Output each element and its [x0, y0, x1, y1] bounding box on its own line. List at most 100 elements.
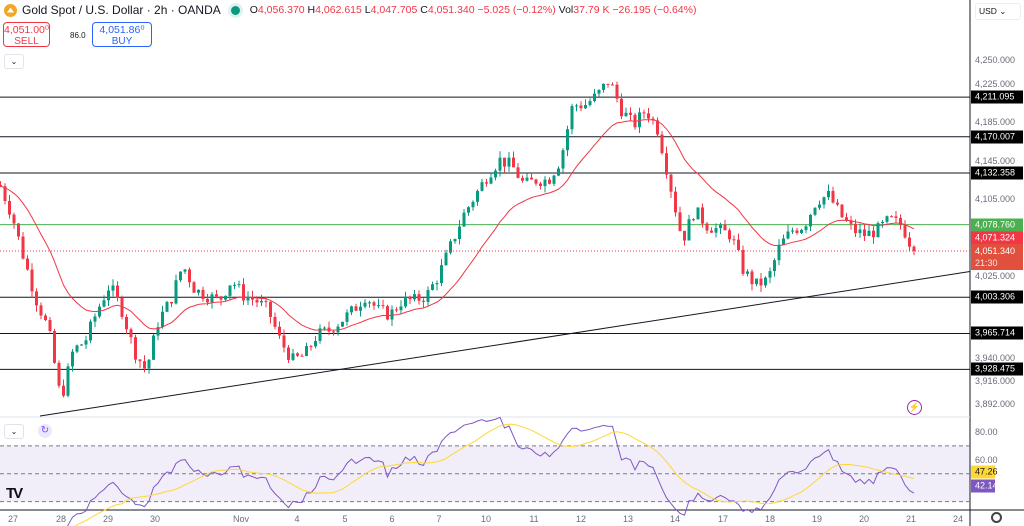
candle-body — [129, 329, 133, 338]
candle-body — [273, 316, 277, 327]
candle-body — [759, 278, 763, 286]
candle-body — [390, 309, 394, 320]
time-axis-label: 30 — [149, 514, 161, 524]
level-price-label: 3,928.475 — [971, 362, 1023, 376]
candle-body — [575, 105, 578, 107]
candle-body — [741, 249, 745, 274]
candle-body — [431, 284, 434, 290]
time-axis-label: 28 — [55, 514, 67, 524]
candle-body — [786, 231, 790, 239]
candle-body — [125, 316, 128, 330]
gold-logo-icon — [4, 3, 17, 17]
candle-body — [539, 183, 542, 187]
candle-body — [750, 271, 754, 285]
candle-body — [345, 312, 349, 322]
last-price-label: 4,051.340 21:30 — [971, 244, 1023, 270]
candle-body — [66, 366, 70, 396]
time-axis-label: 11 — [529, 514, 539, 524]
candle-body — [399, 306, 403, 311]
candle-body — [602, 83, 605, 90]
candle-body — [629, 112, 632, 115]
candle-body — [219, 296, 223, 300]
candle-body — [161, 311, 164, 328]
candle-body — [116, 285, 119, 298]
candle-body — [233, 284, 236, 286]
candle-body — [845, 217, 848, 221]
time-axis-label: Nov — [232, 514, 250, 524]
candle-body — [890, 216, 893, 218]
symbol-title[interactable]: Gold Spot / U.S. Dollar · 2h · OANDA — [22, 3, 221, 17]
candle-body — [296, 353, 299, 356]
candle-body — [17, 223, 20, 237]
candle-body — [143, 361, 146, 369]
collapse-rsi-legend-button[interactable]: ⌄ — [4, 424, 24, 439]
candle-body — [710, 230, 713, 233]
candle-body — [485, 182, 488, 184]
candle-body — [246, 297, 250, 301]
symbol-header: Gold Spot / U.S. Dollar · 2h · OANDA O4,… — [4, 3, 696, 17]
candle-body — [903, 225, 907, 238]
candle-body — [363, 302, 367, 307]
candle-body — [251, 297, 254, 300]
candle-body — [332, 331, 335, 333]
candle-body — [674, 191, 677, 213]
candle-body — [291, 353, 295, 360]
candle-body — [107, 290, 110, 301]
price-axis-tick: 3,892.000 — [975, 399, 1016, 410]
collapse-legend-button[interactable]: ⌄ — [4, 54, 24, 69]
candle-body — [516, 167, 520, 178]
candle-body — [134, 337, 137, 360]
candle-body — [588, 101, 592, 106]
candle-body — [791, 230, 794, 232]
candle-body — [197, 289, 200, 293]
candle-body — [404, 296, 407, 307]
candle-body — [849, 220, 853, 224]
candle-body — [912, 246, 916, 252]
settings-gear-icon[interactable] — [991, 512, 1002, 523]
candle-body — [111, 285, 115, 291]
level-price-label: 4,211.095 — [971, 90, 1023, 104]
trendline — [39, 271, 971, 417]
rsi-ma-value-label: 47.26 — [971, 465, 998, 479]
buy-button[interactable]: 4,051.86⁰ BUY — [92, 22, 152, 47]
price-axis-tick: 4,145.000 — [975, 155, 1016, 166]
candle-body — [606, 83, 610, 85]
candle-body — [822, 197, 826, 205]
candle-body — [21, 236, 25, 259]
candle-body — [444, 252, 448, 266]
candle-body — [615, 84, 619, 99]
lightning-icon[interactable]: ⚡ — [907, 400, 922, 415]
candle-body — [809, 214, 812, 227]
candle-body — [152, 335, 155, 360]
rsi-indicator-icon[interactable]: ↻ — [38, 424, 52, 438]
candle-body — [777, 244, 781, 261]
candle-body — [120, 297, 124, 317]
candle-body — [489, 177, 493, 184]
sell-button[interactable]: 4,051.00⁰ SELL — [3, 22, 50, 47]
price-axis-tick: 4,025.000 — [975, 271, 1016, 282]
candle-body — [548, 179, 551, 184]
candle-body — [417, 294, 421, 301]
candle-body — [831, 190, 835, 203]
candle-body — [8, 200, 11, 215]
candle-body — [561, 150, 565, 169]
candle-body — [269, 301, 272, 317]
candle-body — [863, 229, 866, 237]
candle-body — [449, 241, 452, 253]
time-axis-label: 19 — [811, 514, 823, 524]
candle-body — [894, 216, 898, 218]
candle-body — [566, 129, 569, 151]
currency-select[interactable]: USD ⌄ — [975, 3, 1021, 20]
candle-body — [228, 285, 232, 296]
candle-body — [314, 340, 317, 347]
candle-body — [188, 269, 191, 283]
candle-body — [377, 305, 380, 307]
time-axis-label: 18 — [764, 514, 776, 524]
candle-body — [435, 283, 439, 285]
candle-body — [93, 316, 97, 322]
time-axis-label: 17 — [717, 514, 729, 524]
price-axis-tick: 3,940.000 — [975, 353, 1016, 364]
candle-body — [422, 300, 425, 302]
candle-body — [795, 230, 799, 233]
